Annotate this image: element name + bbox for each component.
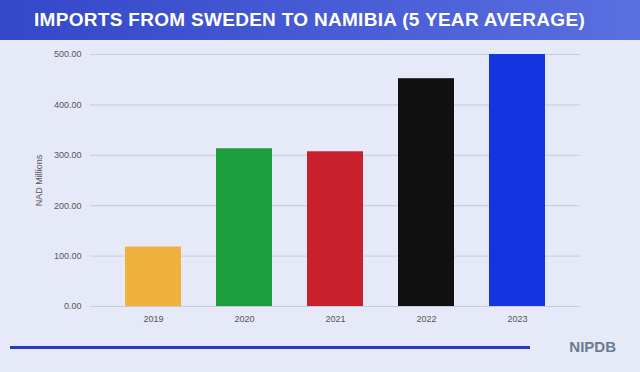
svg-text:300.00: 300.00 <box>54 150 82 160</box>
svg-text:2020: 2020 <box>234 314 254 324</box>
svg-text:2021: 2021 <box>325 314 345 324</box>
svg-text:2019: 2019 <box>143 314 163 324</box>
svg-text:2023: 2023 <box>507 314 527 324</box>
svg-text:200.00: 200.00 <box>54 201 82 211</box>
svg-text:NAD Millions: NAD Millions <box>34 154 44 206</box>
html-text:IMPORTS FROM SWEDEN TO NAMIBIA: IMPORTS FROM SWEDEN TO NAMIBIA (5 YEAR A… <box>34 9 586 30</box>
svg-text:500.00: 500.00 <box>54 49 82 59</box>
html-text:NIPDB: NIPDB <box>569 338 616 355</box>
svg-text:2022: 2022 <box>416 314 436 324</box>
svg-text:0.00: 0.00 <box>64 301 82 311</box>
svg-text:100.00: 100.00 <box>54 251 82 261</box>
svg-text:400.00: 400.00 <box>54 100 82 110</box>
